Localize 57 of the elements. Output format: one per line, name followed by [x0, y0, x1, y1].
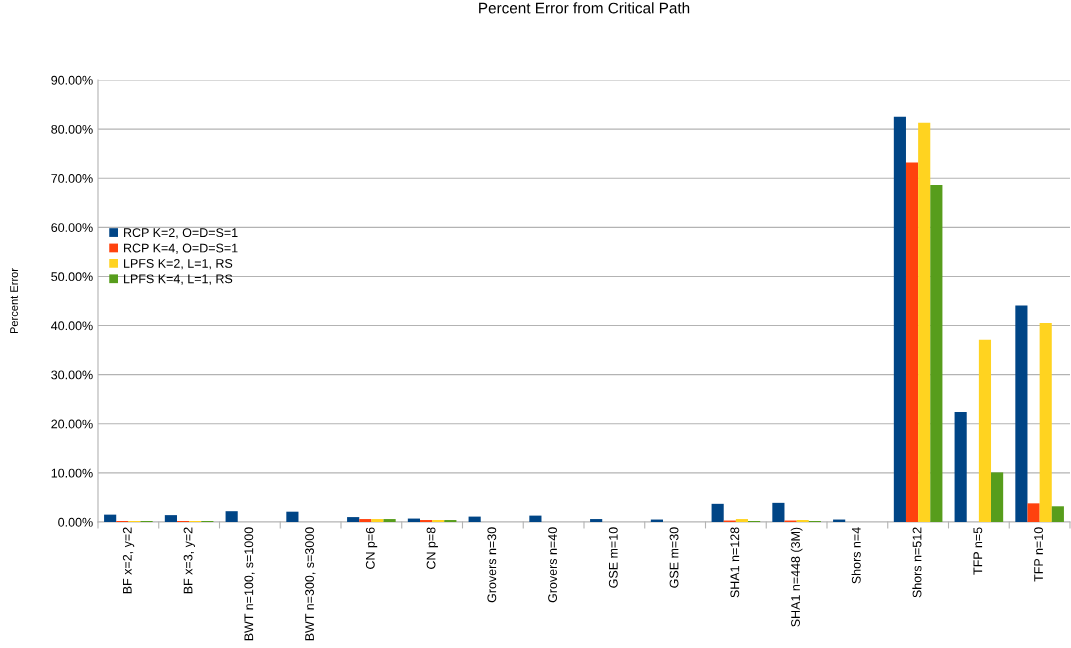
y-tick-label: 50.00% — [51, 272, 93, 282]
x-tick-label: CN p=8 — [426, 527, 438, 569]
legend-label: LPFS K=4, L=1, RS — [124, 274, 233, 285]
bar — [529, 515, 542, 522]
x-tick-label: TFP n=5 — [973, 527, 983, 575]
x-tick-label: GSE m=30 — [669, 527, 679, 588]
bar — [991, 472, 1004, 522]
bar — [1015, 305, 1028, 522]
x-tick-label: BF x=2, y=2 — [122, 527, 135, 594]
bar — [711, 503, 724, 522]
y-axis-title: Percent Error — [10, 268, 18, 334]
x-tick-label: Shors n=512 — [912, 527, 922, 598]
bar — [930, 185, 943, 522]
bar — [164, 515, 177, 522]
bar — [1051, 506, 1064, 522]
chart-title: Percent Error from Critical Path — [479, 2, 690, 14]
y-tick-label: 70.00% — [51, 174, 93, 183]
x-tick-label: SHA1 n=448 (3M) — [790, 527, 803, 627]
x-tick-label: GSE m=10 — [608, 527, 618, 588]
bar — [978, 339, 992, 522]
bar — [383, 519, 396, 522]
y-tick-label: 80.00% — [51, 124, 93, 134]
bar — [468, 516, 481, 522]
x-tick-label: Grovers n=40 — [548, 527, 557, 603]
x-tick-label: Grovers n=30 — [487, 527, 497, 603]
x-tick-label: SHA1 n=128 — [730, 527, 740, 598]
y-tick-label: 30.00% — [51, 370, 93, 380]
y-tick-label: 10.00% — [51, 468, 93, 478]
x-tick-label: BWT n=300, s=3000 — [305, 527, 316, 641]
bar — [772, 502, 785, 522]
bar — [286, 511, 299, 522]
bar — [359, 519, 372, 522]
bar — [1027, 503, 1040, 522]
bar — [104, 514, 117, 522]
bar — [371, 519, 384, 522]
bar — [225, 511, 238, 522]
bar — [905, 162, 919, 522]
bar — [347, 517, 360, 522]
x-tick-label: Shors n=4 — [851, 527, 861, 584]
y-tick-label: 0.00% — [58, 517, 93, 527]
bar — [954, 411, 967, 522]
legend-label: LPFS K=2, L=1, RS — [124, 259, 233, 270]
bar — [590, 519, 603, 522]
bar — [893, 116, 906, 522]
x-tick-label: BWT n=100, s=1000 — [244, 527, 255, 641]
y-tick-label: 90.00% — [51, 75, 93, 85]
y-tick-label: 20.00% — [51, 419, 93, 429]
x-tick-label: CN p=6 — [365, 527, 378, 569]
bar — [918, 122, 931, 522]
legend-label: RCP K=4, O=D=S=1 — [124, 243, 238, 254]
y-tick-label: 40.00% — [51, 321, 93, 331]
x-tick-label: TFP n=10 — [1034, 527, 1043, 582]
bar — [735, 519, 749, 522]
legend-label: RCP K=2, O=D=S=1 — [124, 228, 238, 239]
bar — [1039, 323, 1052, 522]
x-tick-label: BF x=3, y=2 — [183, 527, 195, 594]
y-tick-label: 60.00% — [51, 223, 93, 232]
